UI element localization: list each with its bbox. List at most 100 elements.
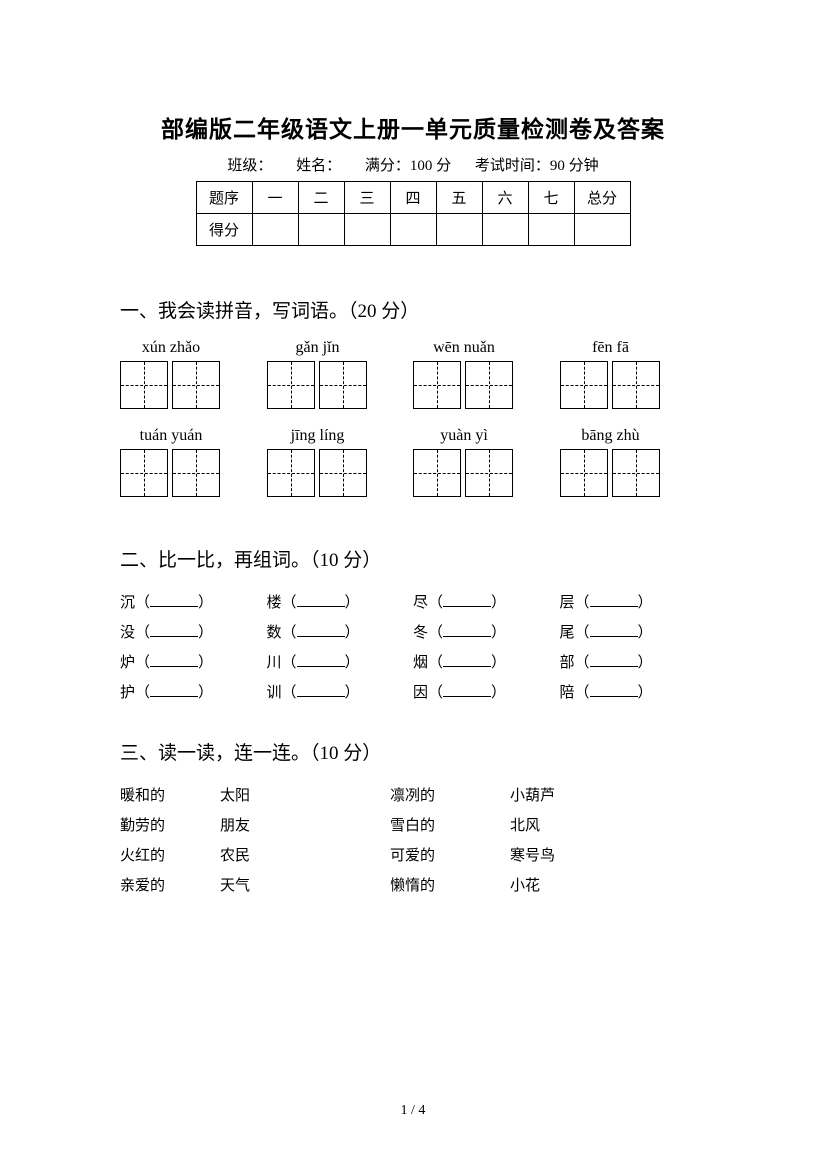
pinyin-text: jīng líng (267, 427, 369, 445)
tianzi-box (612, 361, 660, 409)
tianzi-box (413, 361, 461, 409)
match-cell: 亲爱的 (120, 871, 220, 901)
table-cell: 五 (436, 182, 482, 214)
compare-row: 没（）数（）冬（）尾（） (120, 618, 706, 648)
tianzi-box (319, 449, 367, 497)
tianzi-box (560, 449, 608, 497)
compare-cell: 尾（） (560, 618, 707, 648)
tianzi-box (172, 449, 220, 497)
table-cell: 二 (298, 182, 344, 214)
compare-cell: 陪（） (560, 678, 707, 708)
tianzige (413, 449, 560, 497)
match-cell: 寒号鸟 (510, 841, 610, 871)
compare-row: 沉（）楼（）尽（）层（） (120, 588, 706, 618)
pinyin-item: wēn nuǎn (413, 339, 560, 409)
match-cell: 天气 (220, 871, 390, 901)
blank-line (150, 621, 198, 637)
blank-line (297, 651, 345, 667)
compare-cell: 炉（） (120, 648, 267, 678)
match-cell: 雪白的 (390, 811, 510, 841)
table-cell (390, 214, 436, 246)
tianzi-box (267, 361, 315, 409)
match-row: 亲爱的天气懒惰的小花 (120, 871, 706, 901)
tianzige (120, 449, 267, 497)
table-cell: 六 (482, 182, 528, 214)
blank-line (150, 591, 198, 607)
blank-line (590, 591, 638, 607)
tianzige (267, 449, 414, 497)
pinyin-text: wēn nuǎn (413, 339, 515, 357)
compare-cell: 沉（） (120, 588, 267, 618)
table-cell: 总分 (574, 182, 630, 214)
compare-cell: 尽（） (413, 588, 560, 618)
pinyin-text: fēn fā (560, 339, 662, 357)
match-cell: 可爱的 (390, 841, 510, 871)
compare-cell: 层（） (560, 588, 707, 618)
match-cell: 勤劳的 (120, 811, 220, 841)
pinyin-item: tuán yuán (120, 427, 267, 497)
full-score: 满分：100 分 (365, 158, 451, 174)
blank-line (590, 621, 638, 637)
pinyin-item: jīng líng (267, 427, 414, 497)
match-cell: 懒惰的 (390, 871, 510, 901)
blank-line (590, 651, 638, 667)
compare-cell: 部（） (560, 648, 707, 678)
match-cell: 太阳 (220, 781, 390, 811)
compare-cell: 川（） (267, 648, 414, 678)
compare-cell: 烟（） (413, 648, 560, 678)
blank-line (150, 681, 198, 697)
compare-cell: 没（） (120, 618, 267, 648)
section-2-title: 二、比一比，再组词。（10 分） (120, 545, 706, 572)
blank-line (150, 651, 198, 667)
blank-line (443, 591, 491, 607)
table-cell (252, 214, 298, 246)
table-cell: 一 (252, 182, 298, 214)
tianzige (120, 361, 267, 409)
table-cell: 题序 (196, 182, 252, 214)
match-cell: 凛冽的 (390, 781, 510, 811)
tianzige (560, 449, 707, 497)
tianzi-box (319, 361, 367, 409)
match-cell: 火红的 (120, 841, 220, 871)
tianzi-box (267, 449, 315, 497)
section-3-title: 三、读一读，连一连。（10 分） (120, 738, 706, 765)
exam-time: 考试时间：90 分钟 (475, 158, 599, 174)
table-cell (298, 214, 344, 246)
blank-line (297, 621, 345, 637)
tianzi-box (612, 449, 660, 497)
blank-line (443, 681, 491, 697)
tianzige (560, 361, 707, 409)
table-cell (482, 214, 528, 246)
name-label: 姓名： (296, 158, 341, 174)
match-grid: 暖和的太阳凛冽的小葫芦勤劳的朋友雪白的北风火红的农民可爱的寒号鸟亲爱的天气懒惰的… (120, 781, 706, 901)
tianzige (267, 361, 414, 409)
compare-row: 炉（）川（）烟（）部（） (120, 648, 706, 678)
table-cell: 四 (390, 182, 436, 214)
tianzi-box (413, 449, 461, 497)
pinyin-text: yuàn yì (413, 427, 515, 445)
tianzige (413, 361, 560, 409)
pinyin-item: gǎn jǐn (267, 339, 414, 409)
blank-line (443, 621, 491, 637)
table-cell: 七 (528, 182, 574, 214)
match-row: 暖和的太阳凛冽的小葫芦 (120, 781, 706, 811)
match-cell: 小葫芦 (510, 781, 610, 811)
page-number: 1 / 4 (0, 1103, 826, 1119)
match-cell: 北风 (510, 811, 610, 841)
tianzi-box (465, 361, 513, 409)
tianzi-box (560, 361, 608, 409)
pinyin-text: tuán yuán (120, 427, 222, 445)
pinyin-grid: xún zhǎogǎn jǐnwēn nuǎn fēn fā tuán yuán jī… (120, 339, 706, 515)
tianzi-box (120, 361, 168, 409)
pinyin-item: yuàn yì (413, 427, 560, 497)
compare-row: 护（）训（）因（）陪（） (120, 678, 706, 708)
compare-grid: 沉（）楼（）尽（）层（）没（）数（）冬（）尾（）炉（）川（）烟（）部（）护（）训… (120, 588, 706, 708)
match-cell: 农民 (220, 841, 390, 871)
table-cell (344, 214, 390, 246)
compare-cell: 因（） (413, 678, 560, 708)
table-cell: 得分 (196, 214, 252, 246)
blank-line (590, 681, 638, 697)
class-label: 班级： (227, 158, 272, 174)
compare-cell: 楼（） (267, 588, 414, 618)
pinyin-item: xún zhǎo (120, 339, 267, 409)
